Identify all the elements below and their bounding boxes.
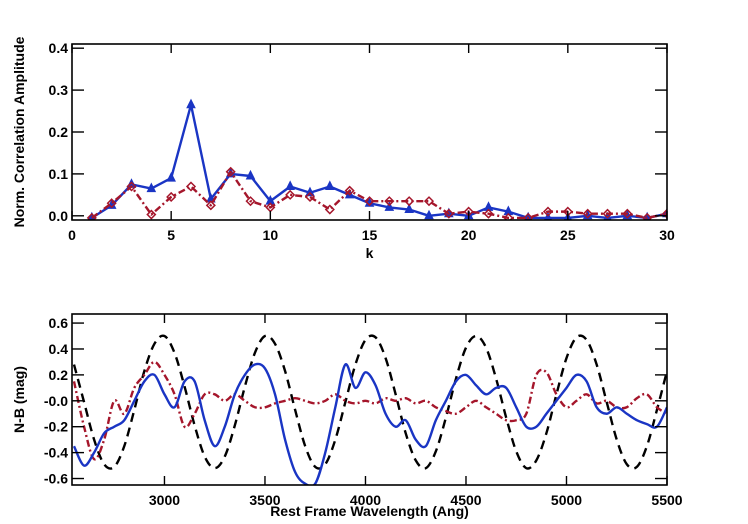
diamond-marker — [443, 208, 454, 219]
triangle-marker — [186, 98, 196, 109]
x-tick-label: 3500 — [249, 492, 280, 508]
diamond-marker — [642, 212, 653, 220]
panel: 0 5 10 15 20 25 30 0.0 0.1 0.2 0.3 0.4 k Norm. Correl… — [11, 36, 675, 261]
x-tick-label: 30 — [659, 227, 675, 243]
diamond-marker — [225, 166, 236, 177]
y-tick-label: 0.4 — [49, 40, 69, 56]
diamond-marker — [205, 200, 216, 211]
diamond-marker — [86, 212, 97, 220]
diamond-marker — [503, 212, 514, 220]
y-tick-label: 0.4 — [49, 341, 69, 357]
y-tick-label: 0.0 — [49, 208, 69, 224]
plot-area — [86, 98, 667, 220]
x-tick-label: 20 — [461, 227, 477, 243]
x-tick-label: 0 — [68, 227, 76, 243]
y-tick-label: -0.6 — [44, 471, 68, 487]
diamond-marker — [582, 208, 593, 219]
y-tick-label: 0.2 — [49, 124, 69, 140]
y-tick-label: -0.0 — [44, 393, 68, 409]
diamond-marker — [285, 189, 296, 200]
diamond-marker — [344, 185, 355, 196]
diamond-marker — [602, 208, 613, 219]
y-axis-label: N-B (mag) — [11, 366, 27, 433]
diamond-marker — [166, 191, 177, 203]
x-axis-label: k — [366, 245, 374, 261]
diamond-marker — [542, 206, 554, 217]
diamond-marker — [106, 198, 117, 209]
diamond-marker — [523, 212, 534, 220]
axis-frame — [71, 43, 668, 221]
plot-area — [72, 334, 667, 485]
x-tick-label: 5000 — [551, 492, 582, 508]
y-axis-label: Norm. Correlation Amplitude — [11, 36, 27, 227]
diamond-marker — [146, 209, 157, 220]
triangle-marker — [325, 180, 335, 190]
series-line — [91, 170, 667, 220]
diamond-marker — [364, 196, 375, 207]
x-tick-label: 5500 — [651, 492, 682, 508]
series-line — [72, 334, 667, 470]
diamond-marker — [404, 196, 415, 207]
diamond-marker — [483, 208, 494, 219]
triangle-marker — [305, 186, 315, 197]
x-tick-label: 4000 — [350, 492, 381, 508]
y-tick-label: -0.4 — [44, 445, 68, 461]
x-tick-label: 15 — [362, 227, 378, 243]
diamond-marker — [423, 196, 435, 207]
series-line — [72, 362, 667, 485]
diamond-marker — [622, 208, 633, 219]
x-tick-label: 25 — [560, 227, 576, 243]
diamond-marker — [304, 191, 316, 203]
y-tick-label: -0.2 — [44, 419, 68, 435]
triangle-marker — [146, 182, 157, 193]
x-axis-label: Rest Frame Wavelength (Ang) — [270, 503, 469, 519]
series-line — [91, 103, 667, 220]
diamond-marker — [245, 196, 256, 207]
x-tick-label: 4500 — [450, 492, 481, 508]
panel: 3000 3500 4000 4500 5000 5500 -0.6 -0.4 -0.2 -0.0… — [11, 313, 683, 519]
diamond-marker — [324, 204, 335, 215]
triangle-marker — [603, 211, 612, 220]
triangle-marker — [245, 169, 256, 180]
x-tick-label: 5 — [167, 227, 175, 243]
triangle-marker — [424, 209, 434, 220]
y-tick-label: 0.6 — [49, 315, 69, 331]
diamond-marker — [384, 196, 395, 207]
axis-frame — [71, 313, 668, 486]
triangle-marker — [285, 180, 295, 190]
x-tick-label: 10 — [263, 227, 279, 243]
y-tick-label: 0.1 — [49, 166, 69, 182]
series-line — [72, 360, 667, 461]
diamond-marker — [661, 208, 667, 219]
triangle-marker — [404, 203, 414, 214]
diamond-marker — [185, 181, 197, 192]
diamond-marker — [126, 181, 137, 192]
x-tick-label: 3000 — [149, 492, 180, 508]
y-tick-label: 0.2 — [49, 367, 69, 383]
triangle-marker — [166, 171, 176, 182]
triangle-marker — [384, 201, 395, 211]
y-tick-label: 0.3 — [49, 82, 69, 98]
